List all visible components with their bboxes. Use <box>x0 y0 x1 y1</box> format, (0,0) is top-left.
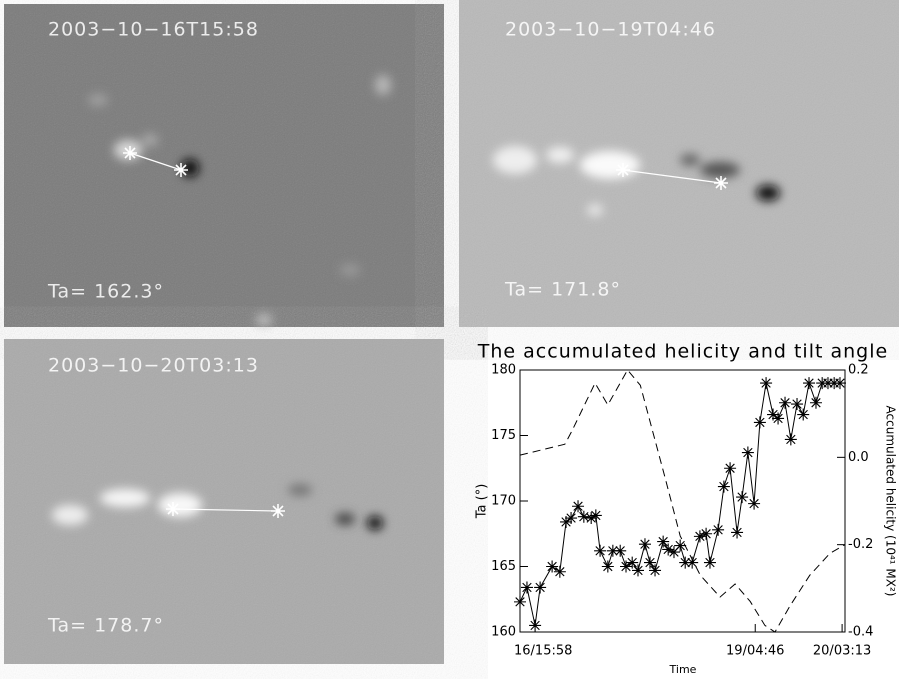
data-point <box>833 377 846 390</box>
data-point <box>534 581 547 594</box>
x-tick-label: 20/03:13 <box>813 644 871 659</box>
data-point <box>649 564 662 577</box>
data-point <box>797 408 810 421</box>
data-point <box>767 408 780 421</box>
data-point <box>585 512 598 525</box>
data-point <box>529 619 542 632</box>
series-line <box>519 381 840 626</box>
chart-title: The accumulated helicity and tilt angle <box>477 341 888 363</box>
data-point <box>784 433 797 446</box>
x-tick-label: 19/04:46 <box>726 644 784 659</box>
data-point <box>620 560 633 573</box>
data-point <box>657 535 670 548</box>
data-point <box>589 509 602 522</box>
data-point <box>632 564 645 577</box>
magnetogram-2: 2003−10−19T04:46 Ta= 171.8° <box>459 0 899 327</box>
data-point <box>638 538 651 551</box>
y2-tick-label: -0.2 <box>848 537 873 552</box>
data-point <box>731 526 744 539</box>
data-point <box>760 377 773 390</box>
timestamp: 2003−10−20T03:13 <box>48 355 259 377</box>
data-point <box>803 377 816 390</box>
y-tick-label: 175 <box>491 428 516 443</box>
data-point <box>626 556 639 569</box>
data-point <box>606 544 619 557</box>
y-tick-label: 170 <box>491 494 516 509</box>
data-point <box>809 396 822 409</box>
y2-tick-label: -0.4 <box>848 625 873 640</box>
data-point <box>546 560 559 573</box>
magnetogram-3: 2003−10−20T03:13 Ta= 178.7° <box>4 339 444 664</box>
data-point <box>700 527 713 540</box>
data-point <box>572 500 585 513</box>
magnetogram-1: 2003−10−16T15:58 Ta= 162.3° <box>4 4 444 327</box>
data-point <box>724 462 737 475</box>
y-axis-label: Ta (°) <box>475 484 490 520</box>
data-point <box>748 497 761 510</box>
data-point <box>736 491 749 504</box>
timestamp: 2003−10−16T15:58 <box>48 19 259 41</box>
data-point <box>662 543 675 556</box>
y2-tick-label: 0.0 <box>848 450 869 465</box>
data-point <box>667 546 680 559</box>
x-tick-label: 16/15:58 <box>514 644 572 659</box>
data-point <box>614 544 627 557</box>
data-point <box>553 565 566 578</box>
data-point <box>717 480 730 493</box>
data-point <box>821 377 834 390</box>
data-point <box>741 446 754 459</box>
data-point <box>594 544 607 557</box>
data-point <box>644 556 656 569</box>
x-axis-label: Time <box>669 663 697 676</box>
data-point <box>674 539 687 552</box>
y2-axis-label: Accumulated helicity (10⁴¹ MX²) <box>884 406 898 597</box>
data-point <box>686 556 699 569</box>
data-point <box>791 398 804 411</box>
data-point <box>601 560 614 573</box>
tilt-label: Ta= 178.7° <box>47 615 164 637</box>
data-point <box>679 556 692 569</box>
data-point <box>779 396 792 409</box>
y2-tick-label: 0.2 <box>848 363 869 378</box>
data-point <box>693 530 706 543</box>
timestamp: 2003−10−19T04:46 <box>505 19 716 41</box>
chart: The accumulated helicity and tilt angle … <box>475 341 898 677</box>
data-point <box>560 515 573 528</box>
y-tick-label: 165 <box>491 559 516 574</box>
tilt-label: Ta= 171.8° <box>504 279 621 301</box>
data-point <box>565 512 578 525</box>
data-point <box>753 416 766 429</box>
data-point <box>772 412 785 425</box>
data-point <box>520 581 533 594</box>
data-point <box>712 523 725 536</box>
y-tick-label: 180 <box>491 363 516 378</box>
y-tick-label: 160 <box>491 625 516 640</box>
tilt-label: Ta= 162.3° <box>47 281 164 303</box>
data-point <box>514 595 526 608</box>
data-point <box>577 510 590 523</box>
data-point <box>703 556 716 569</box>
